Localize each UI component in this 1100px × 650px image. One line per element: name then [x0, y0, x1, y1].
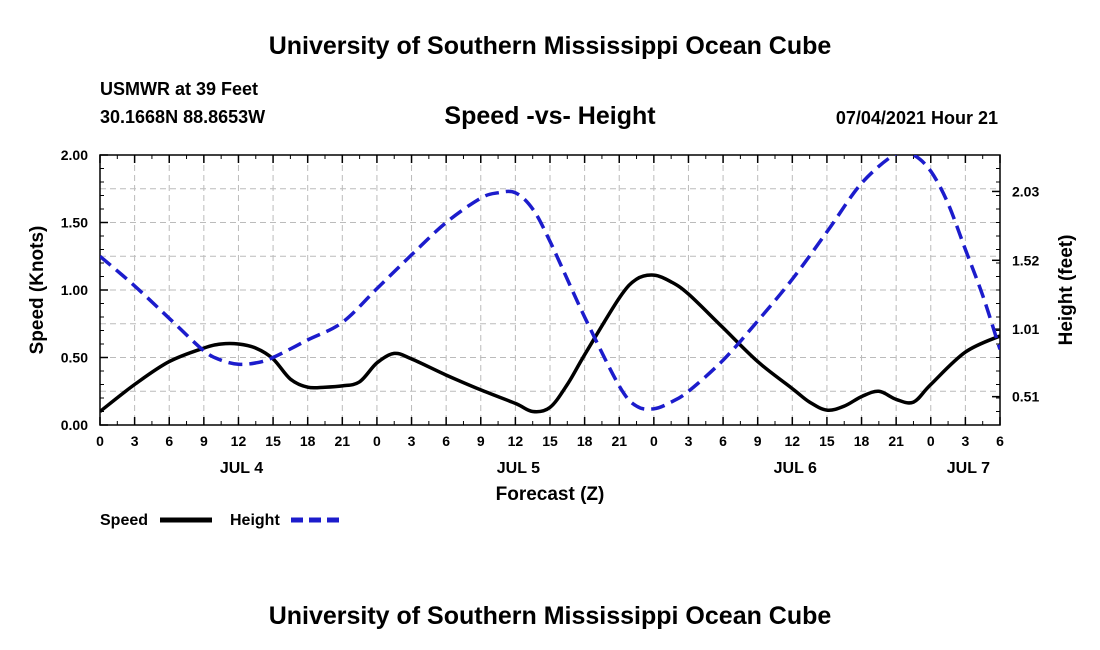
x-tick-label: 6: [165, 433, 173, 449]
bottom-title: University of Southern Mississippi Ocean…: [269, 602, 832, 630]
x-tick-label: 3: [961, 433, 969, 449]
day-label: JUL 6: [774, 460, 817, 477]
y2-tick-label: 0.51: [1012, 389, 1039, 405]
series-line-height: [100, 155, 1000, 412]
x-axis-title: Forecast (Z): [496, 484, 605, 505]
x-tick-label: 18: [300, 433, 316, 449]
y-tick-label: 1.00: [61, 282, 88, 298]
legend-height-label: Height: [230, 512, 280, 529]
issued-time: 07/04/2021 Hour 21: [836, 108, 998, 128]
x-tick-label: 0: [373, 433, 381, 449]
y-tick-label: 0.50: [61, 350, 88, 366]
top-title: University of Southern Mississippi Ocean…: [269, 32, 832, 60]
x-tick-label: 6: [996, 433, 1004, 449]
y2-tick-label: 2.03: [1012, 183, 1039, 199]
x-tick-label: 9: [477, 433, 485, 449]
x-tick-label: 21: [888, 433, 904, 449]
x-tick-label: 0: [650, 433, 658, 449]
x-tick-label: 9: [754, 433, 762, 449]
y2-axis-title: Height (feet): [1056, 235, 1077, 346]
x-tick-label: 6: [719, 433, 727, 449]
station-label: USMWR at 39 Feet: [100, 79, 258, 99]
plot-area: 0 3 6 9 12 15 18 21 0 3 6 9 12 15 18 21 0 3 6 9 12 15 18 21 0 3 6J…: [61, 147, 1040, 477]
station-coords: 30.1668N 88.8653W: [100, 107, 265, 127]
plot-title: Speed -vs- Height: [444, 102, 656, 130]
x-tick-label: 15: [819, 433, 835, 449]
y2-tick-label: 1.01: [1012, 321, 1039, 337]
legend: Speed Height: [100, 512, 343, 529]
x-tick-label: 0: [96, 433, 104, 449]
x-tick-label: 18: [854, 433, 870, 449]
x-tick-label: 6: [442, 433, 450, 449]
y-tick-label: 0.00: [61, 417, 88, 433]
legend-speed-label: Speed: [100, 512, 148, 529]
x-tick-label: 3: [131, 433, 139, 449]
x-tick-label: 3: [685, 433, 693, 449]
x-tick-label: 12: [785, 433, 801, 449]
x-tick-label: 15: [542, 433, 558, 449]
day-label: JUL 5: [497, 460, 540, 477]
x-tick-label: 3: [408, 433, 416, 449]
series-line-speed: [100, 273, 1000, 414]
x-tick-label: 12: [508, 433, 524, 449]
y-tick-label: 2.00: [61, 147, 88, 163]
day-label: JUL 4: [220, 460, 263, 477]
x-tick-label: 18: [577, 433, 593, 449]
y-axis-title: Speed (Knots): [27, 226, 48, 355]
x-tick-label: 9: [200, 433, 208, 449]
x-tick-label: 21: [335, 433, 351, 449]
y-tick-label: 1.50: [61, 215, 88, 231]
x-tick-label: 21: [611, 433, 627, 449]
y2-tick-label: 1.52: [1012, 252, 1039, 268]
x-tick-label: 0: [927, 433, 935, 449]
x-tick-label: 15: [265, 433, 281, 449]
day-label: JUL 7: [947, 460, 990, 477]
x-tick-label: 12: [231, 433, 247, 449]
